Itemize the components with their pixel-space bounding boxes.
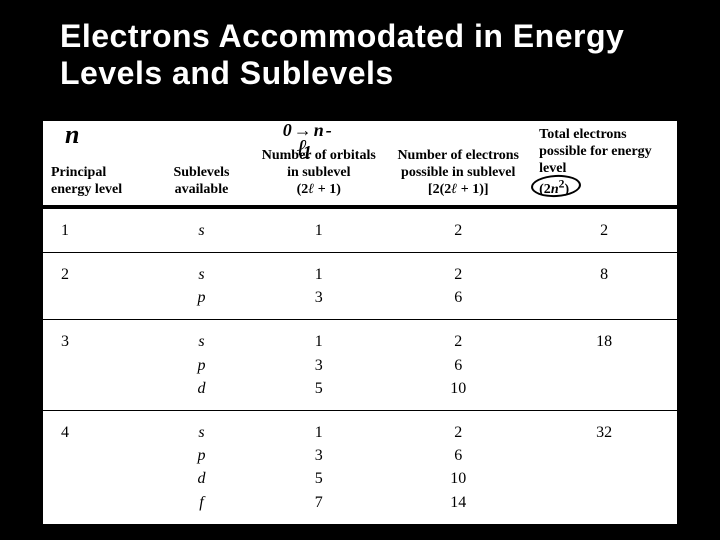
cell-total: 8 <box>531 253 677 320</box>
cell-orbitals: 1 3 5 7 <box>252 410 385 523</box>
page-title: Electrons Accommodated in Energy Levels … <box>0 0 720 92</box>
header-label: Principal energy level <box>51 165 122 197</box>
header-label: Number of orbitals in sublevel <box>262 148 376 180</box>
col-total-electrons: Total electrons possible for energy leve… <box>531 121 677 207</box>
header-formula: (2ℓ + 1) <box>297 182 341 197</box>
electron-table: n Principal energy level 0→n-1 ℓ Subleve… <box>43 121 677 524</box>
header-label: Total electrons possible for energy leve… <box>539 127 652 176</box>
table-body: 1 s 1 2 2 2 s p 1 3 2 6 8 3 s p d 1 3 5 <box>43 207 677 524</box>
header-label: Sublevels available <box>173 165 229 197</box>
handwritten-n-icon: n <box>65 119 79 150</box>
col-principal-energy-level: n Principal energy level <box>43 121 151 207</box>
col-orbitals: Number of orbitals in sublevel (2ℓ + 1) <box>252 121 385 207</box>
table-row: 1 s 1 2 2 <box>43 207 677 253</box>
table-row: 4 s p d f 1 3 5 7 2 6 10 14 32 <box>43 410 677 523</box>
cell-sublevels: s <box>151 207 252 253</box>
table-header-row: n Principal energy level 0→n-1 ℓ Subleve… <box>43 121 677 207</box>
cell-sublevels: s p d f <box>151 410 252 523</box>
table-row: 2 s p 1 3 2 6 8 <box>43 253 677 320</box>
cell-electrons: 2 <box>385 207 531 253</box>
cell-level: 4 <box>43 410 151 523</box>
header-label: Number of electrons possible in sublevel <box>397 148 519 180</box>
cell-total: 32 <box>531 410 677 523</box>
col-sublevels: 0→n-1 ℓ Sublevels available <box>151 121 252 207</box>
cell-orbitals: 1 3 5 <box>252 320 385 411</box>
cell-level: 2 <box>43 253 151 320</box>
table-row: 3 s p d 1 3 5 2 6 10 18 <box>43 320 677 411</box>
cell-electrons: 2 6 10 <box>385 320 531 411</box>
cell-orbitals: 1 3 <box>252 253 385 320</box>
cell-level: 1 <box>43 207 151 253</box>
cell-sublevels: s p d <box>151 320 252 411</box>
cell-orbitals: 1 <box>252 207 385 253</box>
cell-total: 18 <box>531 320 677 411</box>
hand-circle-icon <box>531 174 582 199</box>
cell-sublevels: s p <box>151 253 252 320</box>
col-electrons-sublevel: Number of electrons possible in sublevel… <box>385 121 531 207</box>
cell-total: 2 <box>531 207 677 253</box>
electron-table-container: n Principal energy level 0→n-1 ℓ Subleve… <box>42 120 678 525</box>
cell-electrons: 2 6 <box>385 253 531 320</box>
header-formula: [2(2ℓ + 1)] <box>428 182 489 197</box>
slide: Electrons Accommodated in Energy Levels … <box>0 0 720 540</box>
cell-electrons: 2 6 10 14 <box>385 410 531 523</box>
cell-level: 3 <box>43 320 151 411</box>
